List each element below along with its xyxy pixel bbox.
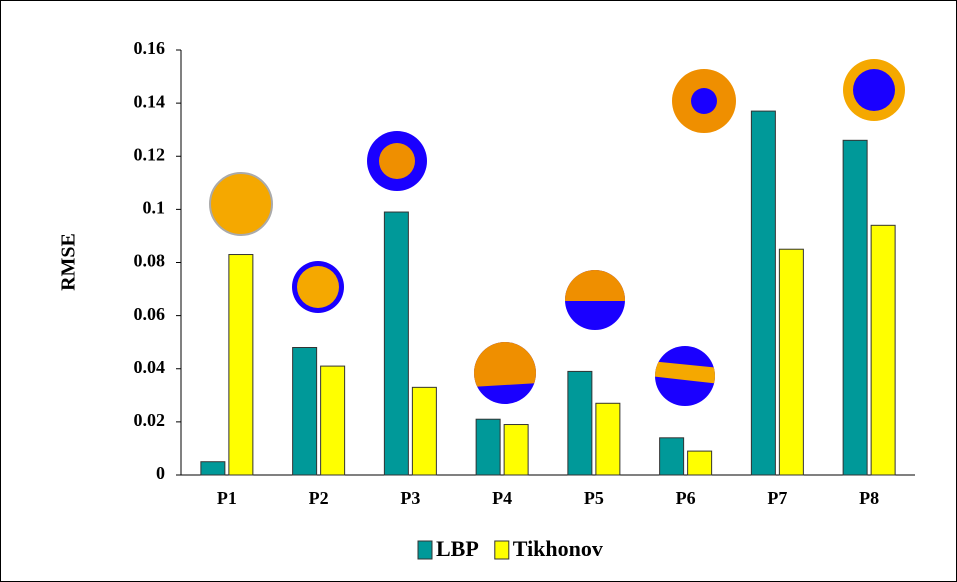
x-tick-label: P1: [217, 488, 237, 508]
bar: [751, 111, 775, 475]
bar: [871, 225, 895, 475]
chart: RMSE 0 0.02 0.04 0.06 0.08 0.1 0.12 0.14 0.16 P1 P…: [0, 0, 957, 582]
x-tick-label: P7: [767, 488, 787, 508]
y-tick-label: 0.12: [134, 144, 166, 164]
bar: [201, 462, 225, 475]
y-tick-label: 0.1: [143, 198, 166, 218]
bar: [596, 403, 620, 475]
border: [1, 1, 957, 582]
x-tick-label: P3: [400, 488, 420, 508]
bar: [321, 366, 345, 475]
bar: [384, 212, 408, 475]
bar: [568, 371, 592, 475]
y-tick-label: 0: [156, 463, 165, 483]
y-tick-label: 0.08: [134, 251, 166, 271]
y-tick-label: 0.02: [134, 410, 166, 430]
bar: [779, 249, 803, 475]
legend-swatch: [418, 541, 432, 559]
legend-label: Tikhonov: [513, 536, 603, 561]
y-tick-label: 0.04: [134, 357, 166, 377]
legend-label: LBP: [436, 536, 479, 561]
bar: [660, 438, 684, 475]
x-tick-label: P8: [859, 488, 879, 508]
y-tick-label: 0.14: [134, 91, 166, 111]
x-tick-label: P4: [492, 488, 512, 508]
y-tick-label: 0.06: [134, 304, 166, 324]
bar: [293, 348, 317, 476]
y-tick-label: 0.16: [134, 38, 166, 58]
bar: [229, 255, 253, 475]
x-tick-label: P6: [676, 488, 696, 508]
bar: [476, 419, 500, 475]
x-tick-label: P2: [309, 488, 329, 508]
bar: [504, 425, 528, 475]
bar: [843, 140, 867, 475]
bar: [688, 451, 712, 475]
y-axis-label: RMSE: [58, 233, 80, 291]
x-tick-label: P5: [584, 488, 604, 508]
legend-swatch: [495, 541, 509, 559]
bar: [412, 387, 436, 475]
